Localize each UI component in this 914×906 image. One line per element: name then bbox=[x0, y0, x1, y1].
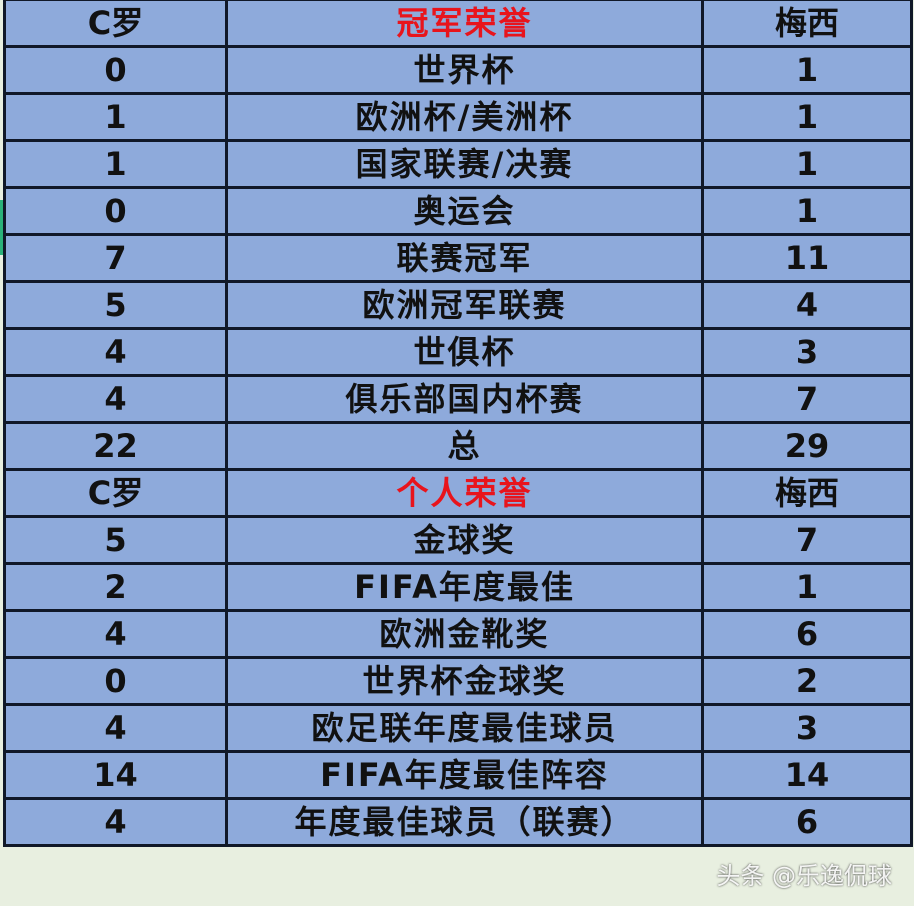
table-row: 0 奥运会 1 bbox=[3, 186, 913, 236]
table-row: 4 欧足联年度最佳球员 3 bbox=[3, 703, 913, 753]
honor-name-cell: 欧洲杯/美洲杯 bbox=[225, 92, 704, 142]
messi-cell: 6 bbox=[701, 609, 913, 659]
table-row: 22 总 29 bbox=[3, 421, 913, 471]
messi-cell: 1 bbox=[701, 562, 913, 612]
ronaldo-cell: C罗 bbox=[3, 468, 228, 518]
honor-name-cell: 世俱杯 bbox=[225, 327, 704, 377]
honor-name-cell: 欧洲冠军联赛 bbox=[225, 280, 704, 330]
honor-name-cell: 冠军荣誉 bbox=[225, 0, 704, 48]
header-row: C罗 冠军荣誉 梅西 bbox=[3, 0, 913, 48]
honor-name-cell: 金球奖 bbox=[225, 515, 704, 565]
table-row: 7 联赛冠军 11 bbox=[3, 233, 913, 283]
table-row: 4 欧洲金靴奖 6 bbox=[3, 609, 913, 659]
messi-cell: 1 bbox=[701, 186, 913, 236]
ronaldo-cell: 4 bbox=[3, 703, 228, 753]
table-row: 4 俱乐部国内杯赛 7 bbox=[3, 374, 913, 424]
ronaldo-cell: 4 bbox=[3, 374, 228, 424]
table-row: 2 FIFA年度最佳 1 bbox=[3, 562, 913, 612]
honor-name-cell: 奥运会 bbox=[225, 186, 704, 236]
ronaldo-cell: C罗 bbox=[3, 0, 228, 48]
messi-cell: 梅西 bbox=[701, 0, 913, 48]
honor-name-cell: 国家联赛/决赛 bbox=[225, 139, 704, 189]
messi-cell: 29 bbox=[701, 421, 913, 471]
table-row: 14 FIFA年度最佳阵容 14 bbox=[3, 750, 913, 800]
honor-name-cell: 年度最佳球员（联赛） bbox=[225, 797, 704, 847]
messi-cell: 梅西 bbox=[701, 468, 913, 518]
ronaldo-cell: 7 bbox=[3, 233, 228, 283]
messi-cell: 1 bbox=[701, 45, 913, 95]
honors-comparison-table: C罗 冠军荣誉 梅西 0 世界杯 1 1 欧洲杯/美洲杯 1 1 国家联赛/决赛 1 0 奥运会 1 7 联赛冠… bbox=[3, 0, 913, 847]
header-row: C罗 个人荣誉 梅西 bbox=[3, 468, 913, 518]
honor-name-cell: 世界杯金球奖 bbox=[225, 656, 704, 706]
honor-name-cell: FIFA年度最佳 bbox=[225, 562, 704, 612]
ronaldo-cell: 0 bbox=[3, 186, 228, 236]
messi-cell: 1 bbox=[701, 139, 913, 189]
ronaldo-cell: 14 bbox=[3, 750, 228, 800]
ronaldo-cell: 4 bbox=[3, 327, 228, 377]
honor-name-cell: 联赛冠军 bbox=[225, 233, 704, 283]
table-row: 1 欧洲杯/美洲杯 1 bbox=[3, 92, 913, 142]
edge-marker bbox=[0, 200, 7, 255]
table-row: 5 欧洲冠军联赛 4 bbox=[3, 280, 913, 330]
table-row: 0 世界杯 1 bbox=[3, 45, 913, 95]
messi-cell: 3 bbox=[701, 703, 913, 753]
ronaldo-cell: 4 bbox=[3, 797, 228, 847]
watermark: 头条 @乐逸侃球 bbox=[716, 862, 892, 890]
honor-name-cell: 总 bbox=[225, 421, 704, 471]
ronaldo-cell: 0 bbox=[3, 656, 228, 706]
messi-cell: 4 bbox=[701, 280, 913, 330]
ronaldo-cell: 1 bbox=[3, 139, 228, 189]
ronaldo-cell: 0 bbox=[3, 45, 228, 95]
ronaldo-cell: 22 bbox=[3, 421, 228, 471]
messi-cell: 1 bbox=[701, 92, 913, 142]
ronaldo-cell: 4 bbox=[3, 609, 228, 659]
messi-cell: 7 bbox=[701, 374, 913, 424]
messi-cell: 6 bbox=[701, 797, 913, 847]
honor-name-cell: 世界杯 bbox=[225, 45, 704, 95]
honor-name-cell: 个人荣誉 bbox=[225, 468, 704, 518]
table-row: 1 国家联赛/决赛 1 bbox=[3, 139, 913, 189]
messi-cell: 7 bbox=[701, 515, 913, 565]
honor-name-cell: 俱乐部国内杯赛 bbox=[225, 374, 704, 424]
table-row: 5 金球奖 7 bbox=[3, 515, 913, 565]
ronaldo-cell: 5 bbox=[3, 515, 228, 565]
table-row: 4 年度最佳球员（联赛） 6 bbox=[3, 797, 913, 847]
messi-cell: 3 bbox=[701, 327, 913, 377]
ronaldo-cell: 5 bbox=[3, 280, 228, 330]
messi-cell: 2 bbox=[701, 656, 913, 706]
messi-cell: 14 bbox=[701, 750, 913, 800]
table-row: 4 世俱杯 3 bbox=[3, 327, 913, 377]
honor-name-cell: FIFA年度最佳阵容 bbox=[225, 750, 704, 800]
ronaldo-cell: 1 bbox=[3, 92, 228, 142]
ronaldo-cell: 2 bbox=[3, 562, 228, 612]
honor-name-cell: 欧洲金靴奖 bbox=[225, 609, 704, 659]
messi-cell: 11 bbox=[701, 233, 913, 283]
honor-name-cell: 欧足联年度最佳球员 bbox=[225, 703, 704, 753]
table-row: 0 世界杯金球奖 2 bbox=[3, 656, 913, 706]
